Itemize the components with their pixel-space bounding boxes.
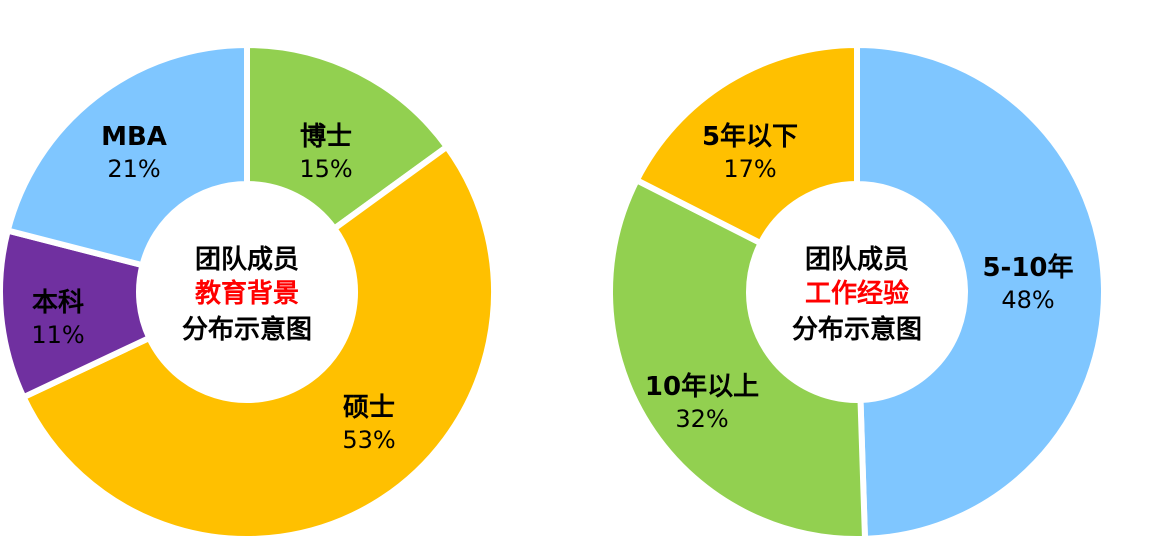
slice-mba [4,41,250,269]
slice-label-over-10-years: 10年以上 [645,371,759,402]
slice-value-phd: 15% [299,155,352,183]
donut-hole [749,184,965,400]
center-title-line-3: 分布示意图 [792,314,922,345]
slice-value-over-10-years: 32% [675,405,728,433]
center-title-line-3: 分布示意图 [182,314,312,345]
slice-value-under-5-years: 17% [723,155,776,183]
slice-value-masters: 53% [342,426,395,454]
slice-label-mba: MBA [101,122,167,152]
donut-slices [607,41,1107,541]
slice-value-bachelor: 11% [31,321,84,349]
slice-label-under-5-years: 5年以下 [702,121,798,152]
center-title-line-2: 教育背景 [195,278,299,309]
slice-label-masters: 硕士 [343,393,395,423]
center-title-line-2: 工作经验 [805,278,909,309]
slice-value-mba: 21% [107,155,160,183]
donut-slices [0,41,497,541]
donut-hole [139,184,355,400]
slice-label-bachelor: 本科 [32,288,84,318]
slice-value-5-10-years: 48% [1001,286,1054,314]
center-title-line-1: 团队成员 [195,245,299,275]
center-title-line-1: 团队成员 [805,245,909,275]
slice-label-5-10-years: 5-10年 [982,252,1073,283]
slice-label-phd: 博士 [300,122,352,152]
